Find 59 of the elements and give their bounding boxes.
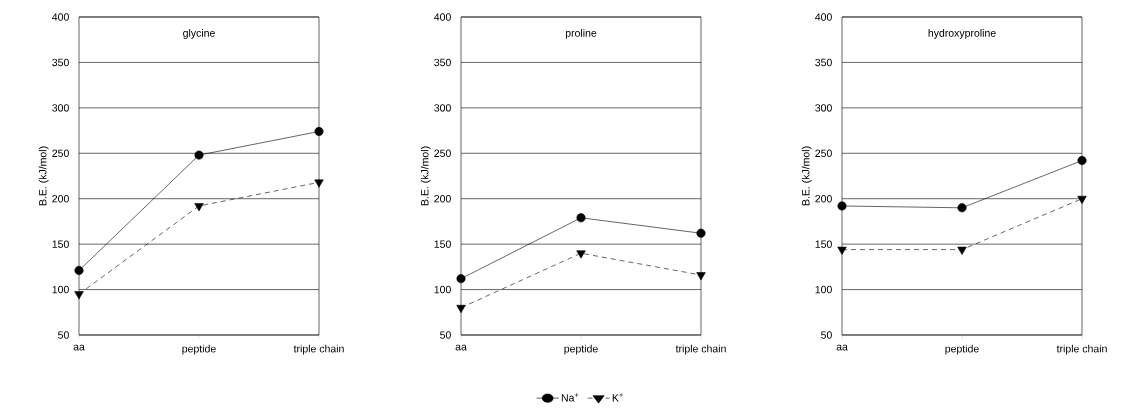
y-tick-label: 300 bbox=[434, 104, 451, 112]
x-tick-label: aa bbox=[836, 344, 848, 351]
y-axis-title: B.E. (kJ/mol) bbox=[38, 146, 49, 206]
y-tick-label: 250 bbox=[434, 149, 451, 158]
x-tick-label: peptide bbox=[182, 344, 216, 355]
legend-label: Na$^{+}$ bbox=[561, 393, 579, 402]
text: hydroxyproline bbox=[928, 29, 996, 39]
y-axis-title: B.E. (kJ/mol) bbox=[801, 146, 812, 206]
point bbox=[314, 179, 324, 188]
point bbox=[696, 272, 706, 281]
y-tick-label: 100 bbox=[434, 285, 451, 294]
x-tick-label: triple chain bbox=[293, 344, 344, 355]
legend-label: K$^{+}$ bbox=[612, 393, 623, 402]
point bbox=[837, 246, 847, 255]
point bbox=[696, 228, 706, 238]
y-tick-label: 400 bbox=[815, 13, 832, 21]
point bbox=[576, 213, 586, 223]
y-axis-title: B.E. (kJ/mol) bbox=[420, 146, 431, 206]
y-tick-label: 400 bbox=[52, 13, 69, 21]
y-tick-label: 400 bbox=[434, 13, 451, 21]
point bbox=[957, 203, 967, 213]
x-tick-label: peptide bbox=[945, 344, 979, 355]
y-tick-label: 50 bbox=[821, 331, 832, 339]
point bbox=[194, 203, 204, 212]
point bbox=[456, 274, 466, 284]
text: glycine bbox=[183, 29, 215, 39]
y-tick-label: 50 bbox=[58, 331, 69, 339]
y-tick-label: 150 bbox=[434, 240, 451, 248]
point bbox=[576, 250, 586, 259]
x-tick-label: peptide bbox=[564, 344, 598, 355]
point bbox=[1077, 195, 1087, 205]
point bbox=[957, 246, 967, 255]
y-tick-label: 50 bbox=[440, 331, 451, 339]
y-tick-label: 200 bbox=[434, 195, 451, 203]
y-tick-label: 350 bbox=[815, 58, 832, 67]
y-tick-label: 150 bbox=[52, 240, 69, 248]
y-tick-label: 100 bbox=[52, 285, 69, 294]
y-tick-label: 200 bbox=[52, 195, 69, 203]
y-tick-label: 250 bbox=[815, 149, 832, 158]
y-tick-label: 200 bbox=[815, 195, 832, 203]
x-tick-label: triple chain bbox=[675, 344, 726, 355]
point bbox=[194, 150, 204, 160]
y-tick-label: 350 bbox=[434, 58, 451, 67]
y-tick-label: 100 bbox=[815, 285, 832, 294]
point bbox=[1077, 156, 1087, 166]
point bbox=[456, 304, 466, 314]
y-tick-label: 250 bbox=[52, 149, 69, 158]
x-tick-label: aa bbox=[73, 344, 85, 351]
point bbox=[314, 126, 324, 136]
y-tick-label: 300 bbox=[815, 104, 832, 112]
point bbox=[74, 265, 84, 275]
y-tick-label: 150 bbox=[815, 240, 832, 248]
x-tick-label: triple chain bbox=[1056, 344, 1107, 355]
y-tick-label: 350 bbox=[52, 58, 69, 67]
point bbox=[837, 201, 847, 211]
x-tick-label: aa bbox=[455, 344, 467, 351]
text: proline bbox=[565, 29, 597, 39]
point bbox=[74, 291, 84, 300]
y-tick-label: 300 bbox=[52, 104, 69, 112]
